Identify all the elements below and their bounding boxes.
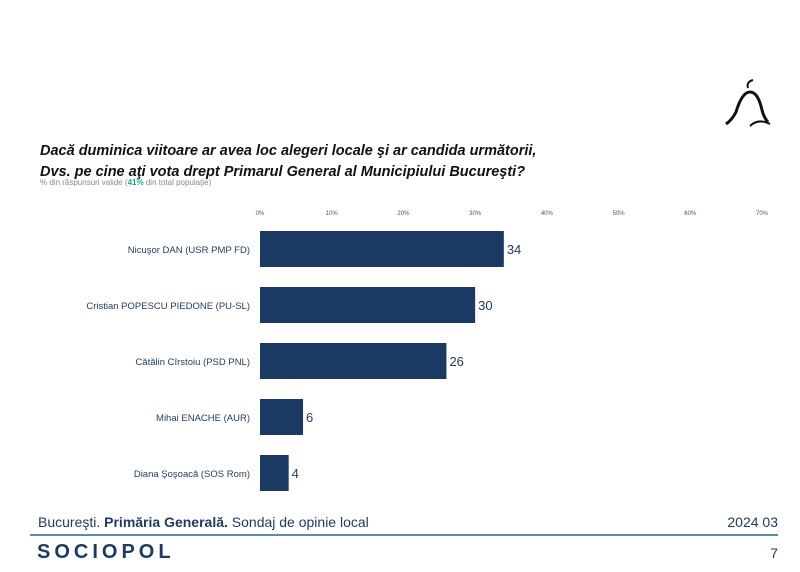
subtitle-highlight: 41% [127, 178, 144, 187]
category-label: Diana Şoşoacă (SOS Rom) [134, 469, 250, 480]
x-tick-label: 70% [756, 211, 769, 217]
thinker-logo-icon [725, 79, 771, 127]
data-label: 26 [449, 354, 463, 369]
data-label: 4 [292, 466, 299, 481]
title-line-1: Dacă duminica viitoare ar avea loc alege… [40, 143, 537, 159]
category-label: Cătălin Cîrstoiu (PSD PNL) [135, 357, 250, 368]
title-line-2: Dvs. pe cine aţi vota drept Primarul Gen… [40, 164, 526, 180]
footer-city: Bucureşti. [38, 514, 101, 530]
bar [260, 343, 447, 379]
bar [260, 399, 304, 435]
footer-date: 2024 03 [727, 514, 778, 530]
category-label: Nicuşor DAN (USR PMP FD) [128, 245, 250, 256]
bar [260, 287, 476, 323]
footer-desc: Sondaj de opinie local [231, 514, 369, 530]
x-tick-label: 40% [541, 211, 554, 217]
footer-divider [30, 534, 778, 536]
page-number: 7 [770, 545, 778, 561]
x-tick-label: 50% [613, 211, 626, 217]
footer-section: Primăria Generală. [104, 514, 228, 530]
chart-subtitle: % din răspunsuri valide (41% din total p… [40, 178, 211, 187]
subtitle-post: din total populaţie) [143, 178, 212, 187]
category-label: Mihai ENACHE (AUR) [156, 413, 250, 424]
x-tick-label: 30% [469, 211, 482, 217]
brand-logo: SOCIOPOL [37, 541, 175, 563]
x-tick-label: 10% [326, 211, 339, 217]
chart-title: Dacă duminica viitoare ar avea loc alege… [40, 141, 536, 183]
data-label: 30 [478, 298, 492, 313]
data-label: 6 [306, 410, 313, 425]
bar [260, 231, 504, 267]
subtitle-pre: % din răspunsuri valide ( [40, 178, 128, 187]
x-tick-label: 20% [397, 211, 410, 217]
bar [260, 455, 289, 491]
footer-caption: Bucureşti. Primăria Generală. Sondaj de … [38, 514, 369, 530]
x-tick-label: 60% [684, 211, 697, 217]
category-label: Cristian POPESCU PIEDONE (PU-SL) [86, 301, 250, 312]
data-label: 34 [507, 242, 521, 257]
x-tick-label: 0% [256, 211, 265, 217]
